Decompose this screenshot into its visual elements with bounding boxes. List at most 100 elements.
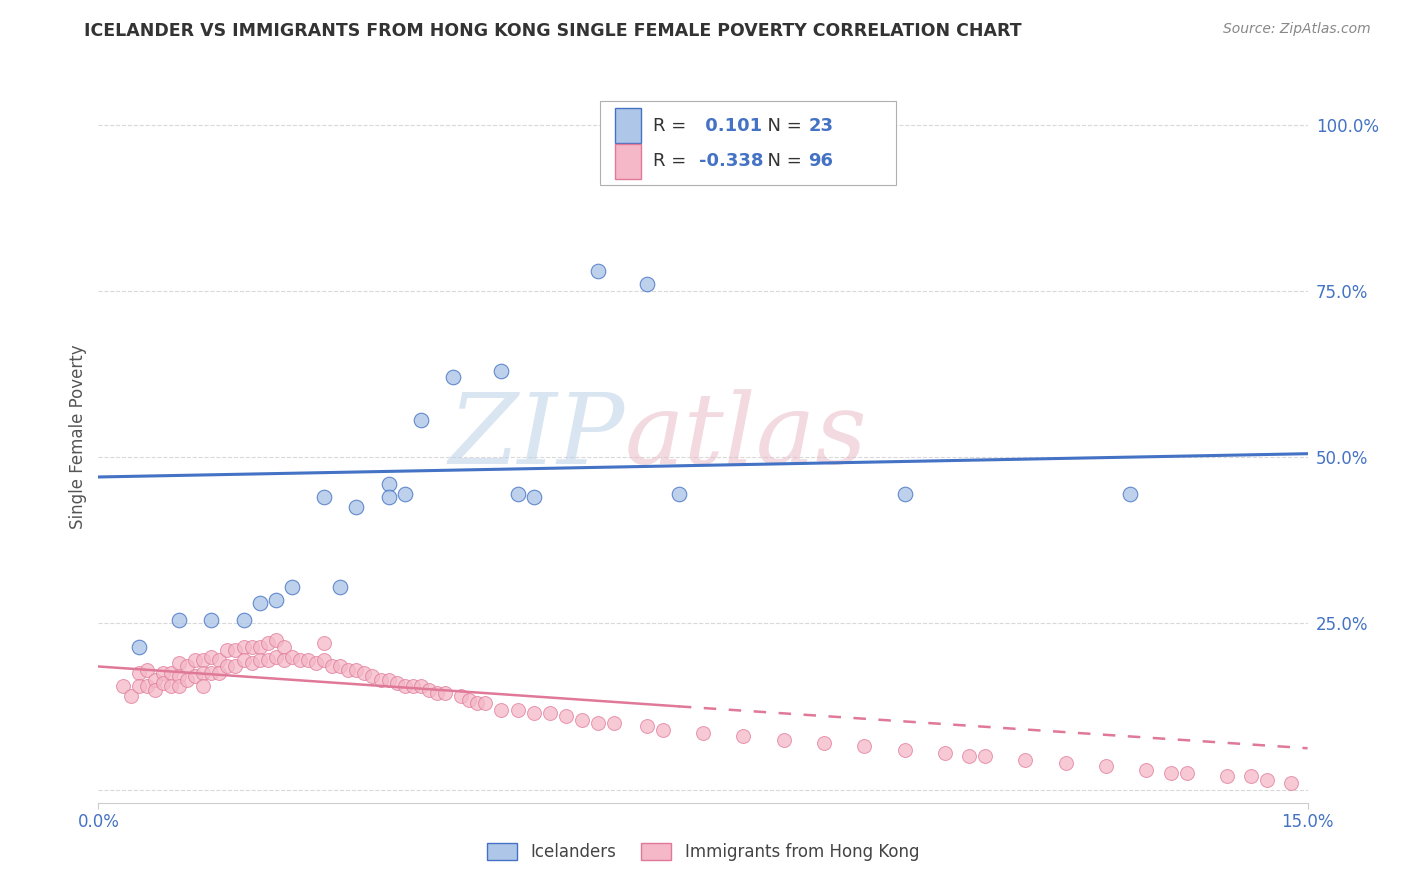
- Point: [264, 632, 287, 647]
- Point: [232, 653, 254, 667]
- Point: [361, 669, 384, 683]
- Point: [853, 739, 876, 754]
- Point: [128, 666, 150, 681]
- Point: [636, 277, 658, 292]
- Point: [555, 709, 578, 723]
- Point: [240, 656, 263, 670]
- Point: [465, 696, 488, 710]
- Point: [893, 742, 915, 756]
- Point: [193, 666, 215, 681]
- Point: [143, 673, 166, 687]
- Point: [329, 580, 352, 594]
- Point: [377, 476, 399, 491]
- Point: [1240, 769, 1263, 783]
- Point: [418, 682, 440, 697]
- Point: [733, 729, 755, 743]
- Point: [224, 643, 246, 657]
- Text: ICELANDER VS IMMIGRANTS FROM HONG KONG SINGLE FEMALE POVERTY CORRELATION CHART: ICELANDER VS IMMIGRANTS FROM HONG KONG S…: [84, 22, 1022, 40]
- Point: [176, 659, 198, 673]
- Text: R =: R =: [654, 153, 692, 170]
- Point: [176, 673, 198, 687]
- Text: 0.101: 0.101: [699, 117, 762, 135]
- Point: [232, 640, 254, 654]
- Point: [668, 486, 690, 500]
- Point: [232, 613, 254, 627]
- Point: [143, 682, 166, 697]
- Point: [314, 636, 336, 650]
- Point: [273, 653, 295, 667]
- Point: [441, 370, 464, 384]
- Point: [152, 666, 174, 681]
- Point: [603, 716, 626, 731]
- Point: [377, 673, 399, 687]
- Point: [1175, 765, 1198, 780]
- Point: [329, 659, 352, 673]
- Point: [193, 653, 215, 667]
- Point: [957, 749, 980, 764]
- Point: [152, 676, 174, 690]
- Point: [200, 649, 222, 664]
- Point: [135, 680, 157, 694]
- Point: [458, 692, 481, 706]
- Point: [1281, 776, 1303, 790]
- Text: N =: N =: [756, 117, 807, 135]
- Point: [491, 363, 513, 377]
- Point: [128, 640, 150, 654]
- Text: Source: ZipAtlas.com: Source: ZipAtlas.com: [1223, 22, 1371, 37]
- Point: [377, 490, 399, 504]
- Point: [184, 669, 207, 683]
- Point: [370, 673, 392, 687]
- Point: [934, 746, 956, 760]
- FancyBboxPatch shape: [614, 108, 641, 144]
- Point: [394, 486, 416, 500]
- Point: [337, 663, 360, 677]
- FancyBboxPatch shape: [600, 101, 897, 185]
- Text: ZIP: ZIP: [449, 390, 624, 484]
- Point: [200, 666, 222, 681]
- Point: [256, 636, 278, 650]
- Point: [1135, 763, 1157, 777]
- Point: [128, 680, 150, 694]
- Text: 23: 23: [808, 117, 834, 135]
- Point: [208, 653, 231, 667]
- Point: [160, 666, 183, 681]
- Point: [491, 703, 513, 717]
- Point: [1160, 765, 1182, 780]
- Point: [651, 723, 673, 737]
- Point: [321, 659, 343, 673]
- Point: [281, 649, 304, 664]
- Point: [409, 680, 432, 694]
- Point: [1054, 756, 1077, 770]
- Point: [224, 659, 246, 673]
- Point: [167, 613, 190, 627]
- Point: [193, 680, 215, 694]
- Point: [1095, 759, 1118, 773]
- Point: [249, 653, 271, 667]
- Point: [353, 666, 375, 681]
- Point: [281, 580, 304, 594]
- Point: [344, 663, 367, 677]
- Point: [217, 659, 239, 673]
- Point: [450, 690, 472, 704]
- Point: [344, 500, 367, 514]
- Point: [184, 653, 207, 667]
- Point: [586, 264, 609, 278]
- Point: [523, 490, 546, 504]
- Text: -0.338: -0.338: [699, 153, 763, 170]
- Point: [893, 486, 915, 500]
- Text: N =: N =: [756, 153, 807, 170]
- Point: [636, 719, 658, 733]
- Point: [586, 716, 609, 731]
- Point: [692, 726, 714, 740]
- Point: [111, 680, 134, 694]
- Point: [1256, 772, 1278, 787]
- Text: atlas: atlas: [624, 390, 868, 484]
- Point: [506, 486, 529, 500]
- Point: [772, 732, 794, 747]
- Point: [264, 649, 287, 664]
- Point: [120, 690, 142, 704]
- Y-axis label: Single Female Poverty: Single Female Poverty: [69, 345, 87, 529]
- Point: [314, 653, 336, 667]
- Point: [208, 666, 231, 681]
- Point: [297, 653, 319, 667]
